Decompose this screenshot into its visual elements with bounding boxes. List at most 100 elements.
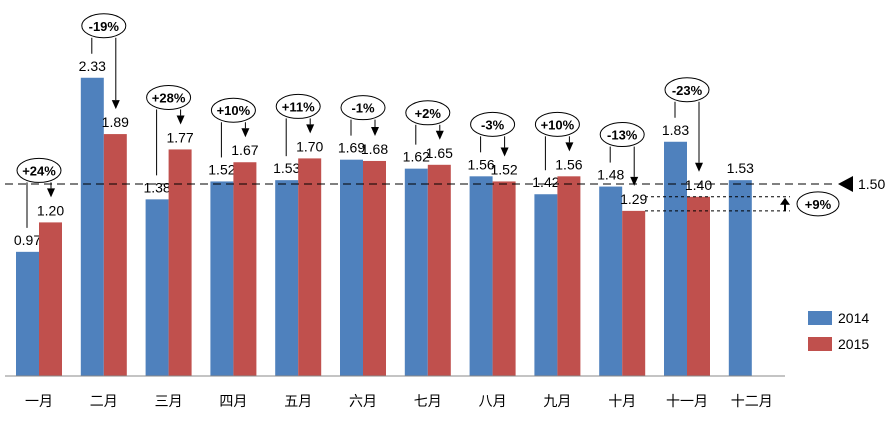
triangle-marker-icon xyxy=(838,176,853,192)
legend-label: 2015 xyxy=(838,336,869,352)
annotation-bubble xyxy=(664,77,710,103)
data-label: 1.42 xyxy=(532,174,559,190)
arrow-head-icon xyxy=(176,115,185,125)
bar-2014 xyxy=(275,180,299,376)
arrow-head-icon xyxy=(500,147,509,157)
annotation-label: +10% xyxy=(217,103,251,118)
bar-2015 xyxy=(39,222,62,376)
bar-2015 xyxy=(427,164,451,376)
data-label: 1.67 xyxy=(231,142,258,158)
data-label: 1.53 xyxy=(273,160,300,176)
arrow-head-icon xyxy=(371,126,379,136)
legend-swatch xyxy=(808,337,832,351)
bar-2015 xyxy=(168,149,192,376)
annotation-bubble xyxy=(146,84,192,110)
bar-2014 xyxy=(664,141,687,376)
data-label: 1.52 xyxy=(490,161,517,177)
data-label: 1.65 xyxy=(426,145,453,161)
data-label: 1.29 xyxy=(620,191,647,207)
annotation-bubble xyxy=(340,95,386,121)
arrow-head-icon xyxy=(630,176,639,186)
x-tick-label: 一月 xyxy=(25,393,53,409)
bar-2015 xyxy=(492,181,516,376)
annotation-bubble xyxy=(210,97,256,123)
data-label: 1.77 xyxy=(166,129,193,145)
x-tick-label: 四月 xyxy=(219,393,247,409)
bar-2014 xyxy=(16,251,39,376)
data-label: 1.83 xyxy=(662,122,689,138)
gap-label: +9% xyxy=(805,197,832,212)
annotation-label: +11% xyxy=(282,99,315,114)
data-label: 1.89 xyxy=(102,114,129,130)
bar-2014 xyxy=(534,194,558,376)
annotation-label: -3% xyxy=(481,117,505,132)
data-label: 1.38 xyxy=(143,179,170,195)
annotation-bubble xyxy=(599,122,645,148)
annotation-bubble xyxy=(16,157,62,183)
annotation-bubble xyxy=(81,13,127,39)
arrow-up-icon xyxy=(780,197,790,205)
annotation-label: -13% xyxy=(607,128,638,143)
x-tick-label: 三月 xyxy=(155,393,183,409)
data-label: 1.40 xyxy=(685,177,712,193)
data-label: 1.56 xyxy=(555,156,582,172)
legend-swatch xyxy=(808,311,832,325)
x-tick-label: 七月 xyxy=(414,393,442,409)
bar-2014 xyxy=(80,77,104,376)
annotation-label: -19% xyxy=(89,19,120,34)
data-label: 1.69 xyxy=(338,140,365,156)
annotation-bubble xyxy=(275,93,321,119)
arrow-head-icon xyxy=(695,162,703,172)
annotation-label: -1% xyxy=(351,101,375,116)
arrow-head-icon xyxy=(241,128,250,138)
x-tick-label: 十月 xyxy=(608,393,636,409)
bar-2014 xyxy=(728,180,752,376)
data-label: 1.56 xyxy=(467,156,494,172)
bar-2014 xyxy=(404,168,428,376)
annotation-label: +2% xyxy=(415,106,442,121)
bar-2015 xyxy=(687,196,710,376)
bar-2015 xyxy=(298,158,322,376)
arrow-head-icon xyxy=(565,142,574,152)
x-tick-label: 六月 xyxy=(349,393,377,409)
data-label: 1.68 xyxy=(361,141,388,157)
arrow-head-icon xyxy=(306,124,315,134)
legend-label: 2014 xyxy=(838,310,869,326)
annotation-bubble xyxy=(534,111,580,137)
x-tick-label: 九月 xyxy=(543,393,571,409)
data-label: 1.48 xyxy=(597,167,624,183)
x-tick-label: 十二月 xyxy=(731,393,773,409)
x-tick-label: 十一月 xyxy=(666,393,708,409)
bar-2015 xyxy=(622,210,646,376)
gap-bubble xyxy=(796,191,840,217)
data-label: 1.70 xyxy=(296,138,323,154)
bar-2014 xyxy=(145,199,169,376)
x-tick-label: 二月 xyxy=(90,393,118,409)
annotation-bubble xyxy=(405,100,451,126)
data-label: 2.33 xyxy=(79,58,106,74)
annotation-label: -23% xyxy=(672,83,703,98)
data-label: 1.53 xyxy=(727,160,754,176)
bar-2015 xyxy=(233,162,257,376)
reference-label: 1.50 xyxy=(858,176,885,192)
bar-2015 xyxy=(363,160,386,376)
bar-2014 xyxy=(599,186,623,376)
x-tick-label: 八月 xyxy=(479,393,507,409)
annotation-label: +28% xyxy=(152,90,186,105)
data-label: 1.52 xyxy=(208,161,235,177)
data-label: 1.62 xyxy=(403,149,430,165)
data-label: 1.20 xyxy=(37,202,64,218)
arrow-head-icon xyxy=(47,188,55,198)
annotation-label: +24% xyxy=(22,163,56,178)
annotation-label: +10% xyxy=(541,117,575,132)
bar-2014 xyxy=(340,159,363,376)
bar-2014 xyxy=(469,176,493,376)
bar-2015 xyxy=(557,176,581,376)
data-label: 0.97 xyxy=(14,232,41,248)
bar-2014 xyxy=(210,181,234,376)
bar-2015 xyxy=(103,134,127,376)
annotation-bubble xyxy=(470,111,516,137)
x-tick-label: 五月 xyxy=(284,393,312,409)
arrow-head-icon xyxy=(435,130,444,140)
